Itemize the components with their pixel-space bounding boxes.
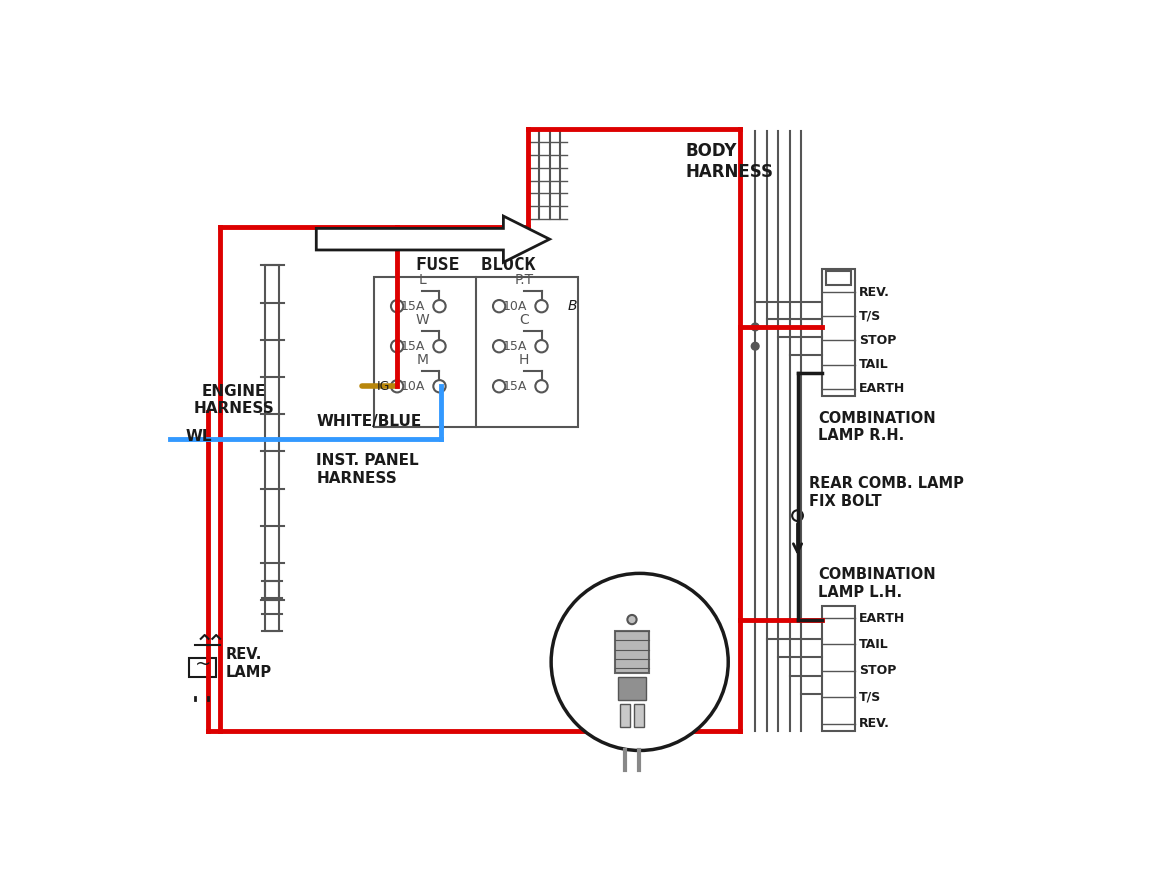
Text: 10A: 10A [400, 380, 425, 392]
Bar [826, 271, 851, 285]
Text: REV.
LAMP: REV. LAMP [226, 647, 272, 680]
Bar [619, 677, 646, 701]
Text: REV.: REV. [859, 286, 890, 299]
Text: H: H [520, 353, 530, 367]
Text: W: W [415, 313, 429, 327]
Text: 15A: 15A [502, 340, 526, 353]
Text: M: M [416, 353, 429, 367]
Text: 15A: 15A [400, 340, 425, 353]
Text: COMBINATION
LAMP R.H.: COMBINATION LAMP R.H. [818, 411, 935, 444]
Text: WL: WL [185, 429, 212, 444]
Circle shape [628, 615, 637, 625]
Text: COMBINATION
LAMP L.H.: COMBINATION LAMP L.H. [818, 567, 935, 599]
Text: C: C [520, 313, 529, 327]
Circle shape [751, 342, 759, 350]
Bar [823, 607, 855, 731]
Bar [189, 658, 217, 677]
Text: TAIL: TAIL [859, 638, 889, 650]
Text: ~: ~ [195, 655, 211, 674]
Bar [634, 704, 644, 728]
Bar [620, 704, 630, 728]
Circle shape [751, 323, 759, 331]
Text: STOP: STOP [859, 334, 896, 347]
Circle shape [551, 573, 728, 751]
Text: 10A: 10A [502, 299, 526, 313]
Text: EARTH: EARTH [859, 612, 905, 625]
Bar [265, 265, 279, 600]
Text: REV.: REV. [859, 717, 890, 730]
Text: REAR COMB. LAMP
FIX BOLT: REAR COMB. LAMP FIX BOLT [809, 477, 964, 509]
Bar [374, 277, 578, 427]
Text: T/S: T/S [859, 691, 881, 703]
Text: 15A: 15A [400, 299, 425, 313]
Text: STOP: STOP [859, 664, 896, 677]
Text: ENGINE
HARNESS: ENGINE HARNESS [194, 383, 274, 417]
Bar [615, 631, 649, 674]
Bar [823, 269, 855, 396]
Polygon shape [317, 216, 550, 263]
Text: 15A: 15A [502, 380, 526, 392]
Text: P.T: P.T [515, 273, 533, 287]
Text: T/S: T/S [859, 310, 881, 323]
Text: FUSE  BLOCK: FUSE BLOCK [416, 256, 536, 274]
Text: EARTH: EARTH [859, 382, 905, 395]
Text: L: L [418, 273, 426, 287]
Text: BODY
HARNESS: BODY HARNESS [685, 142, 774, 181]
Text: INST. PANEL
HARNESS: INST. PANEL HARNESS [317, 453, 419, 486]
Text: WHITE/BLUE: WHITE/BLUE [317, 414, 422, 429]
Text: IG: IG [377, 380, 391, 392]
Text: TAIL: TAIL [859, 358, 889, 371]
Bar [265, 582, 279, 631]
Text: B: B [567, 299, 577, 314]
